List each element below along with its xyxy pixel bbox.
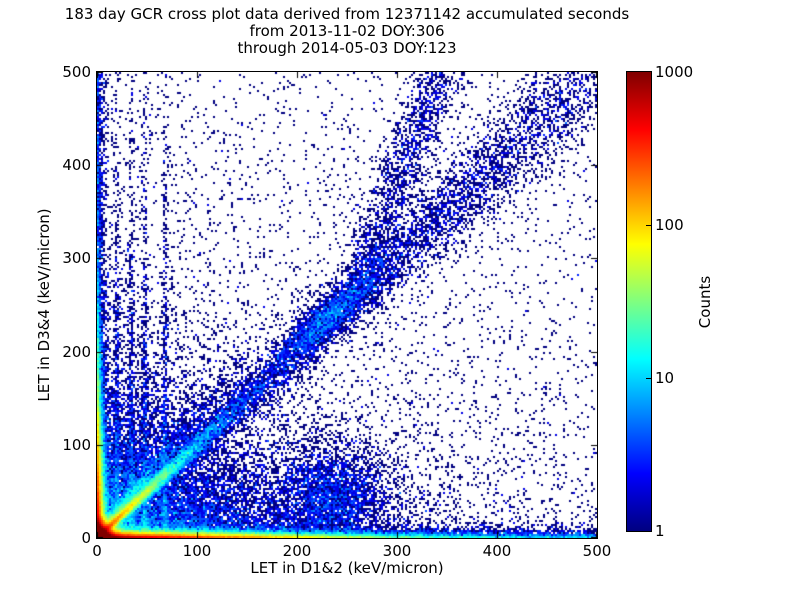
x-tick-label-400: 400 bbox=[482, 542, 512, 560]
colorbar-tick-label-1: 1 bbox=[655, 522, 665, 540]
y-tick-label-500: 500 bbox=[62, 63, 91, 81]
colorbar-tick-label-10: 10 bbox=[655, 369, 675, 387]
chart-title-line2: from 2013-11-02 DOY:306 bbox=[249, 22, 445, 40]
y-tick-label-200: 200 bbox=[62, 342, 91, 361]
y-tick-label-100: 100 bbox=[62, 435, 91, 454]
x-axis-label: LET in D1&2 (keV/micron) bbox=[250, 559, 444, 577]
colorbar-tick-10 bbox=[646, 378, 651, 379]
x-tick-label-100: 100 bbox=[182, 542, 212, 560]
y-tick-label-400: 400 bbox=[62, 156, 91, 175]
chart-title: 183 day GCR cross plot data derived from… bbox=[65, 6, 629, 57]
chart-title-line3: through 2014-05-03 DOY:123 bbox=[237, 39, 457, 57]
colorbar-title: Counts bbox=[696, 275, 714, 329]
colorbar-gradient bbox=[626, 71, 652, 532]
x-tick-label-200: 200 bbox=[282, 542, 312, 560]
colorbar-tick-100 bbox=[646, 225, 651, 226]
y-tick-label-300: 300 bbox=[62, 249, 91, 268]
y-axis-label: LET in D3&4 (keV/micron) bbox=[35, 208, 53, 402]
x-tick-label-300: 300 bbox=[382, 542, 412, 560]
plot-area bbox=[96, 71, 598, 539]
y-tick-label-0: 0 bbox=[81, 529, 91, 547]
colorbar-tick-label-100: 100 bbox=[655, 216, 684, 234]
x-tick-label-500: 500 bbox=[582, 542, 612, 560]
colorbar-tick-label-1000: 1000 bbox=[655, 63, 694, 81]
chart-title-line1: 183 day GCR cross plot data derived from… bbox=[64, 5, 630, 23]
heatmap-canvas bbox=[97, 72, 597, 538]
x-tick-label-0: 0 bbox=[92, 542, 102, 560]
